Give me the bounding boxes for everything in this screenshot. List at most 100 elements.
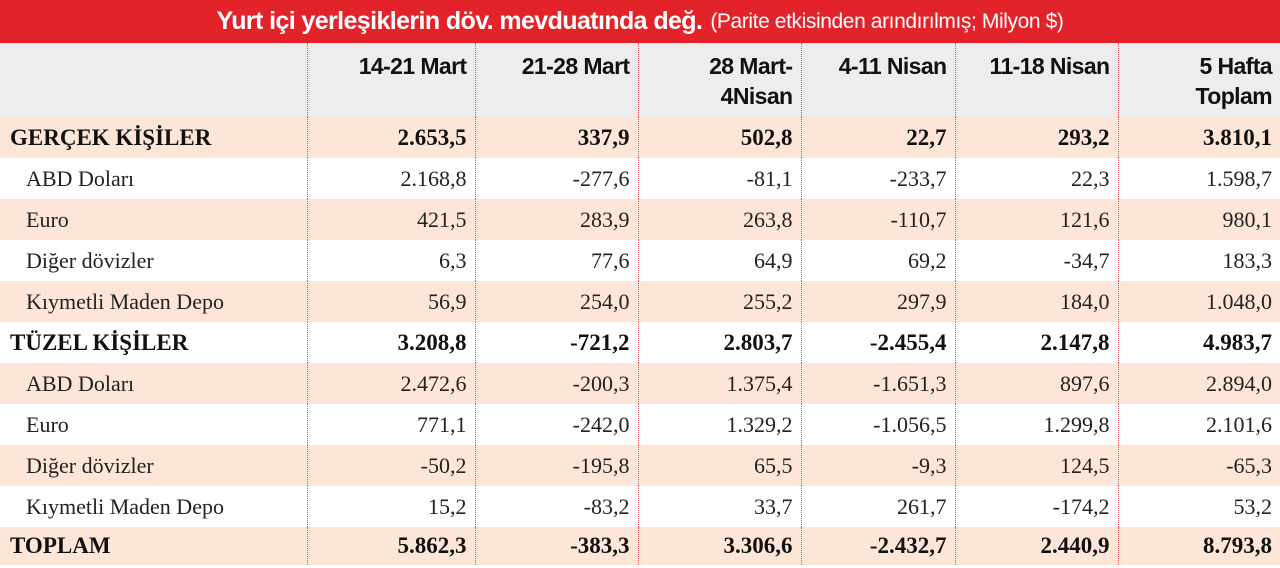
table-cell: 771,1 bbox=[306, 404, 475, 445]
header-empty bbox=[0, 43, 307, 117]
row-label: Diğer dövizler bbox=[26, 452, 154, 478]
column-header: 5 Hafta Toplam bbox=[1117, 43, 1280, 117]
row-label: Kıymetli Maden Depo bbox=[26, 288, 224, 314]
row-label: ABD Doları bbox=[26, 370, 135, 396]
table-subtitle: (Parite etkisinden arındırılmış; Milyon … bbox=[710, 9, 1064, 33]
table-cell: 283,9 bbox=[474, 199, 638, 240]
table-cell: 121,6 bbox=[954, 199, 1118, 240]
table-cell: 980,1 bbox=[1117, 199, 1280, 240]
table-cell: 2.803,7 bbox=[637, 322, 801, 363]
table-cell: 15,2 bbox=[306, 486, 475, 527]
table-cell: -2.432,7 bbox=[800, 527, 955, 565]
row-label: TÜZEL KİŞİLER bbox=[10, 329, 189, 355]
table-cell: 1.299,8 bbox=[954, 404, 1118, 445]
table-cell: -1.651,3 bbox=[800, 363, 955, 404]
table-cell: 1.048,0 bbox=[1117, 281, 1280, 322]
header-row: 14-21 Mart 21-28 Mart 28 Mart-4Nisan 4-1… bbox=[0, 43, 1280, 117]
table-cell: -174,2 bbox=[954, 486, 1118, 527]
table-cell: -2.455,4 bbox=[800, 322, 955, 363]
table-cell: 2.894,0 bbox=[1117, 363, 1280, 404]
table-row: Diğer dövizler -50,2 -195,8 65,5 -9,3 124,5 -6… bbox=[0, 445, 1280, 486]
table-cell: 1.375,4 bbox=[637, 363, 801, 404]
table-cell: 64,9 bbox=[637, 240, 801, 281]
table-cell: 2.147,8 bbox=[954, 322, 1118, 363]
table-title: Yurt içi yerleşiklerin döv. mevduatında … bbox=[216, 7, 703, 35]
table-row: Euro 771,1 -242,0 1.329,2 -1.056,5 1.299,8 2.1… bbox=[0, 404, 1280, 445]
row-label: ABD Doları bbox=[26, 165, 135, 191]
table-row: Euro 421,5 283,9 263,8 -110,7 121,6 980,1 bbox=[0, 199, 1280, 240]
table-cell: 65,5 bbox=[637, 445, 801, 486]
row-label: Diğer dövizler bbox=[26, 247, 154, 273]
table-cell: 3.306,6 bbox=[637, 527, 801, 565]
table-cell: -1.056,5 bbox=[800, 404, 955, 445]
table-cell: -50,2 bbox=[306, 445, 475, 486]
table-cell: -9,3 bbox=[800, 445, 955, 486]
table-row: Diğer dövizler 6,3 77,6 64,9 69,2 -34,7 183,3 bbox=[0, 240, 1280, 281]
table-cell: -277,6 bbox=[474, 158, 638, 199]
table-cell: 184,0 bbox=[954, 281, 1118, 322]
table-cell: 3.810,1 bbox=[1117, 117, 1280, 158]
table-cell: 502,8 bbox=[637, 117, 801, 158]
table-row: Kıymetli Maden Depo 15,2 -83,2 33,7 261,7 -17… bbox=[0, 486, 1280, 527]
table-cell: 33,7 bbox=[637, 486, 801, 527]
row-label: TOPLAM bbox=[10, 533, 111, 558]
table-cell: 2.101,6 bbox=[1117, 404, 1280, 445]
table-group-row: GERÇEK KİŞİLER 2.653,5 337,9 502,8 22,7 293,2… bbox=[0, 117, 1280, 158]
table-cell: 53,2 bbox=[1117, 486, 1280, 527]
table-row: ABD Doları 2.472,6 -200,3 1.375,4 -1.651,3 89… bbox=[0, 363, 1280, 404]
table-cell: 421,5 bbox=[306, 199, 475, 240]
table-cell: 22,3 bbox=[954, 158, 1118, 199]
row-label: Kıymetli Maden Depo bbox=[26, 493, 224, 519]
table-cell: 4.983,7 bbox=[1117, 322, 1280, 363]
table-cell: 293,2 bbox=[954, 117, 1118, 158]
table-cell: 2.472,6 bbox=[306, 363, 475, 404]
table-body: GERÇEK KİŞİLER 2.653,5 337,9 502,8 22,7 293,2… bbox=[0, 117, 1280, 565]
table-cell: -81,1 bbox=[637, 158, 801, 199]
table-cell: -83,2 bbox=[474, 486, 638, 527]
table-cell: 337,9 bbox=[474, 117, 638, 158]
table-cell: 77,6 bbox=[474, 240, 638, 281]
table-cell: 22,7 bbox=[800, 117, 955, 158]
table-cell: -65,3 bbox=[1117, 445, 1280, 486]
table-cell: -195,8 bbox=[474, 445, 638, 486]
table-cell: 124,5 bbox=[954, 445, 1118, 486]
deposit-change-table: 14-21 Mart 21-28 Mart 28 Mart-4Nisan 4-1… bbox=[0, 43, 1280, 565]
row-label: GERÇEK KİŞİLER bbox=[10, 124, 212, 150]
table-cell: 897,6 bbox=[954, 363, 1118, 404]
table-row: Kıymetli Maden Depo 56,9 254,0 255,2 297,9 18… bbox=[0, 281, 1280, 322]
table-cell: 255,2 bbox=[637, 281, 801, 322]
table-cell: -200,3 bbox=[474, 363, 638, 404]
table-cell: -233,7 bbox=[800, 158, 955, 199]
table-cell: 297,9 bbox=[800, 281, 955, 322]
table-cell: -383,3 bbox=[474, 527, 638, 565]
table-cell: 5.862,3 bbox=[306, 527, 475, 565]
table-cell: 8.793,8 bbox=[1117, 527, 1280, 565]
table-cell: 1.598,7 bbox=[1117, 158, 1280, 199]
row-label: Euro bbox=[26, 411, 69, 437]
table-cell: 254,0 bbox=[474, 281, 638, 322]
table-cell: 1.329,2 bbox=[637, 404, 801, 445]
column-header: 28 Mart-4Nisan bbox=[637, 43, 801, 117]
table-cell: -721,2 bbox=[474, 322, 638, 363]
table-title-bar: Yurt içi yerleşiklerin döv. mevduatında … bbox=[0, 0, 1280, 43]
table-cell: 3.208,8 bbox=[306, 322, 475, 363]
table-cell: -242,0 bbox=[474, 404, 638, 445]
table-cell: 2.168,8 bbox=[306, 158, 475, 199]
column-header: 21-28 Mart bbox=[474, 43, 638, 117]
column-header: 14-21 Mart bbox=[306, 43, 475, 117]
row-label: Euro bbox=[26, 206, 69, 232]
table-group-row: TOPLAM 5.862,3 -383,3 3.306,6 -2.432,7 2.440,… bbox=[0, 527, 1280, 565]
table-cell: 261,7 bbox=[800, 486, 955, 527]
column-header: 11-18 Nisan bbox=[954, 43, 1118, 117]
table-cell: 6,3 bbox=[306, 240, 475, 281]
table-cell: 56,9 bbox=[306, 281, 475, 322]
table-row: ABD Doları 2.168,8 -277,6 -81,1 -233,7 22,3 1.… bbox=[0, 158, 1280, 199]
table-cell: 69,2 bbox=[800, 240, 955, 281]
column-header: 4-11 Nisan bbox=[800, 43, 955, 117]
table-cell: 263,8 bbox=[637, 199, 801, 240]
table-cell: 183,3 bbox=[1117, 240, 1280, 281]
table-cell: -110,7 bbox=[800, 199, 955, 240]
table-cell: 2.653,5 bbox=[306, 117, 475, 158]
table-cell: -34,7 bbox=[954, 240, 1118, 281]
table-group-row: TÜZEL KİŞİLER 3.208,8 -721,2 2.803,7 -2.455,… bbox=[0, 322, 1280, 363]
